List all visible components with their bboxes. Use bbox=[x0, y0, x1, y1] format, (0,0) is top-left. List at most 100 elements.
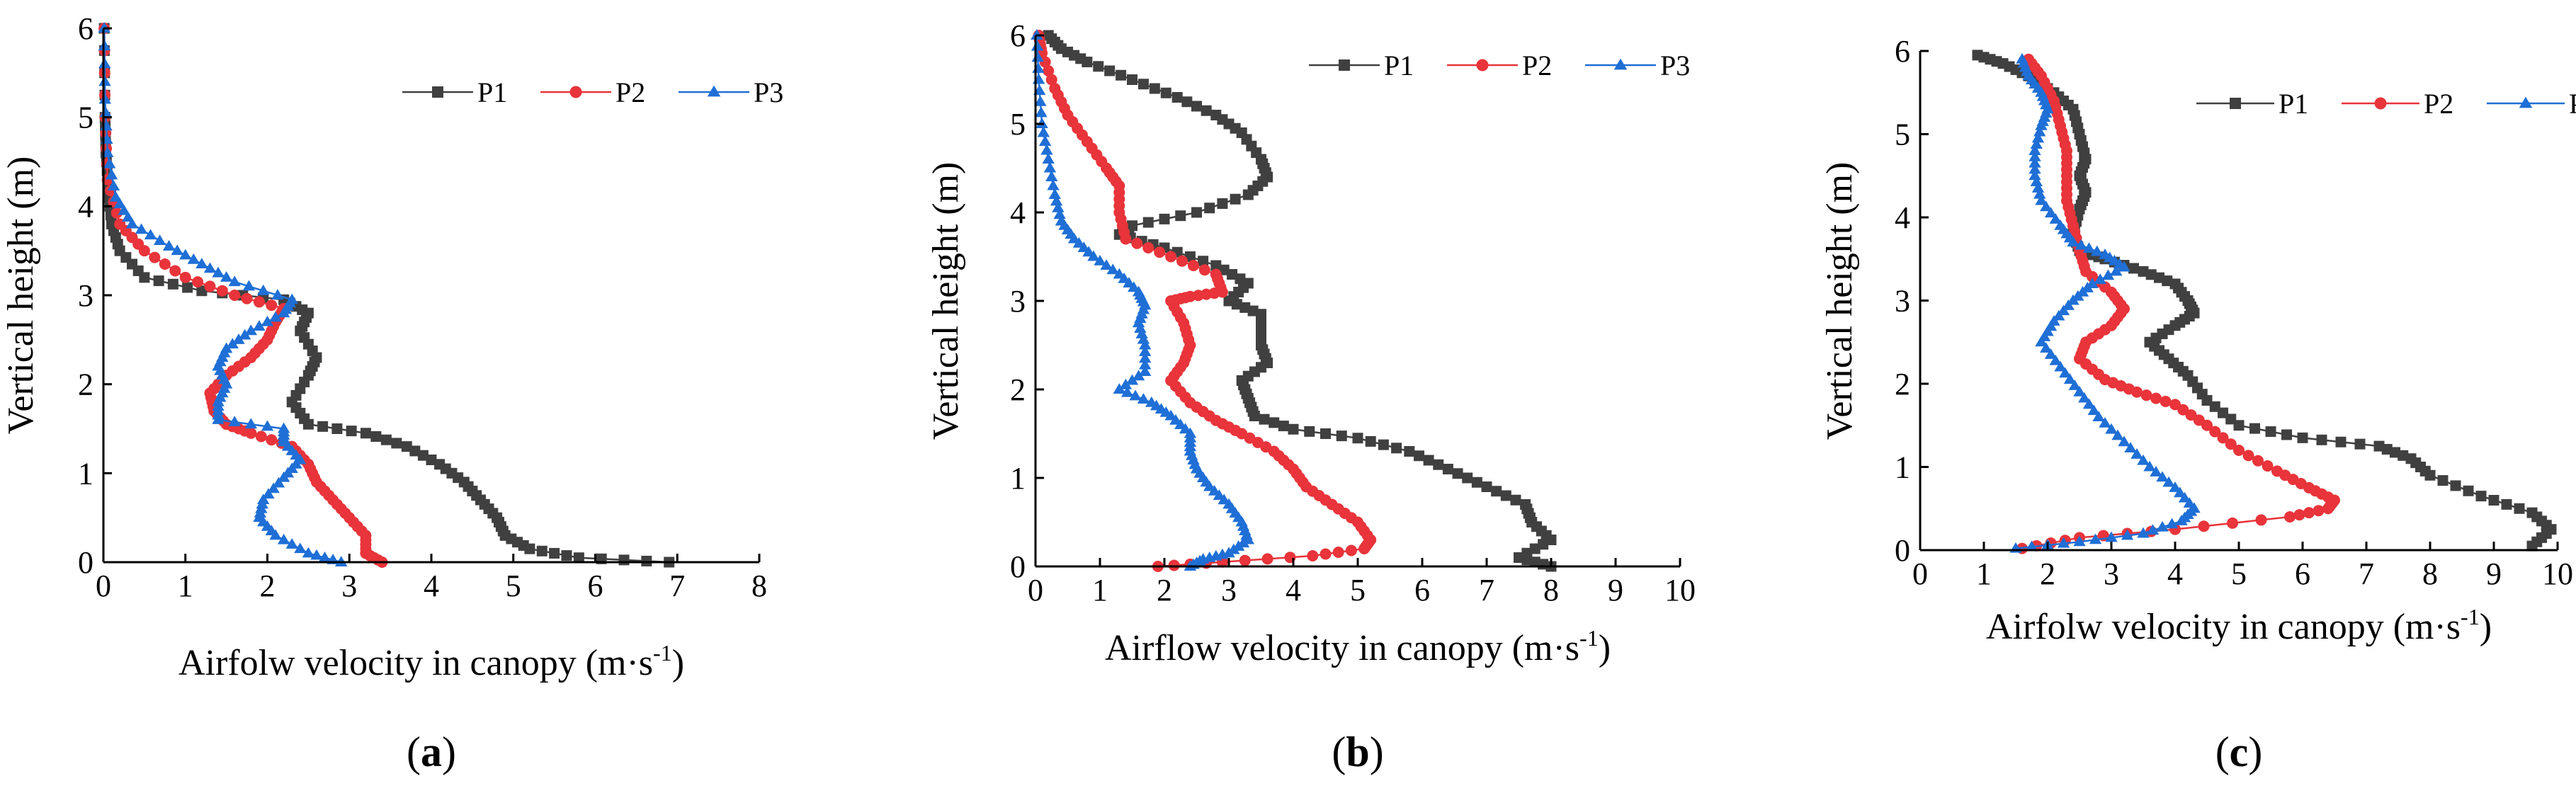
data-point bbox=[2040, 342, 2053, 353]
series-p3 bbox=[2009, 52, 2201, 553]
x-axis-label-superscript: -1 bbox=[1579, 625, 1599, 651]
x-tick-label: 8 bbox=[2422, 557, 2438, 591]
data-point bbox=[1135, 328, 1148, 338]
data-point bbox=[1094, 254, 1106, 266]
data-point bbox=[162, 240, 176, 251]
x-axis-label: Airflow velocity in canopy (m·s-1) bbox=[1105, 625, 1611, 668]
panel-letter: b bbox=[1346, 729, 1369, 775]
data-point bbox=[2029, 169, 2041, 181]
data-point bbox=[2057, 537, 2070, 548]
data-point bbox=[1198, 264, 1210, 276]
data-point bbox=[2091, 245, 2104, 256]
data-point bbox=[1137, 393, 1150, 404]
data-point bbox=[1191, 207, 1202, 218]
y-tick-label: 5 bbox=[1895, 118, 1910, 152]
panel-label: (a) bbox=[407, 729, 456, 775]
data-point bbox=[1116, 69, 1127, 81]
data-point bbox=[2262, 460, 2274, 472]
data-point bbox=[226, 338, 239, 349]
data-point bbox=[1176, 255, 1188, 267]
x-tick-label: 4 bbox=[424, 569, 439, 603]
x-axis-label-text: Airfolw velocity in canopy (m·s bbox=[1986, 607, 2461, 647]
legend-label: P3 bbox=[2569, 88, 2576, 120]
data-point bbox=[2335, 436, 2347, 447]
data-point bbox=[277, 422, 290, 433]
y-tick-label: 2 bbox=[78, 367, 93, 402]
legend-item-p1: P1 bbox=[2196, 88, 2308, 120]
data-point bbox=[1139, 365, 1152, 376]
data-point bbox=[536, 545, 547, 557]
data-point bbox=[1491, 486, 1502, 497]
x-axis-label: Airfolw velocity in canopy (m·s-1) bbox=[1986, 604, 2492, 647]
data-point bbox=[144, 229, 157, 240]
data-point bbox=[98, 93, 112, 104]
data-point bbox=[1278, 421, 1289, 432]
series-p1 bbox=[1972, 50, 2557, 552]
legend-marker bbox=[569, 86, 582, 98]
data-point bbox=[549, 547, 560, 559]
x-tick-label: 3 bbox=[2104, 557, 2119, 591]
data-point bbox=[1514, 552, 1524, 563]
data-point bbox=[2303, 507, 2315, 519]
data-point bbox=[220, 271, 233, 282]
data-point bbox=[380, 434, 392, 445]
data-point bbox=[2160, 395, 2172, 407]
data-point bbox=[2073, 385, 2086, 396]
data-point bbox=[1043, 30, 1054, 41]
x-axis-label-superscript: -1 bbox=[653, 640, 672, 666]
data-point bbox=[1520, 499, 1531, 510]
y-axis-label: Vertical height (m) bbox=[1, 156, 41, 435]
data-point bbox=[1149, 83, 1160, 94]
data-point bbox=[1127, 74, 1137, 85]
y-tick-label: 3 bbox=[1010, 284, 1026, 319]
data-point bbox=[1181, 96, 1193, 108]
data-point bbox=[1038, 135, 1052, 146]
data-point bbox=[1139, 352, 1152, 363]
x-tick-label: 5 bbox=[506, 569, 521, 603]
x-axis-label-text: Airflow velocity in canopy (m·s bbox=[1105, 628, 1579, 668]
legend-label: P3 bbox=[754, 76, 783, 108]
data-point bbox=[2099, 416, 2111, 428]
data-point bbox=[2049, 354, 2062, 365]
data-point bbox=[1100, 259, 1113, 270]
data-point bbox=[2514, 503, 2525, 514]
y-tick-label: 3 bbox=[78, 278, 93, 313]
x-tick-label: 2 bbox=[1157, 573, 1172, 607]
data-point bbox=[2030, 138, 2043, 149]
data-point bbox=[2284, 511, 2296, 523]
data-point bbox=[1210, 260, 1222, 271]
series-line bbox=[103, 28, 669, 564]
data-point bbox=[2029, 150, 2041, 161]
data-point bbox=[103, 157, 116, 169]
series-p1 bbox=[98, 23, 675, 568]
data-point bbox=[229, 290, 241, 301]
data-point bbox=[2437, 475, 2449, 486]
x-tick-label: 5 bbox=[2231, 557, 2247, 591]
panel-letter: c bbox=[2230, 729, 2249, 775]
data-point bbox=[196, 285, 208, 297]
data-point bbox=[171, 244, 183, 256]
data-point bbox=[1442, 464, 1453, 474]
data-point bbox=[2526, 507, 2538, 518]
legend-label: P1 bbox=[1384, 50, 1414, 81]
data-point bbox=[113, 198, 126, 209]
data-point bbox=[266, 299, 278, 312]
data-point bbox=[255, 430, 267, 443]
data-point bbox=[2082, 242, 2096, 253]
data-point bbox=[1529, 543, 1541, 554]
data-point bbox=[618, 554, 630, 566]
data-point bbox=[1113, 383, 1125, 394]
plot-area: 0 1 2 3 4 5 6 7 8 9 10 0 1 2 3 4 5 6 bbox=[1010, 18, 1696, 607]
data-point bbox=[1521, 547, 1533, 559]
data-point bbox=[2111, 429, 2124, 440]
data-point bbox=[2225, 438, 2237, 450]
data-point bbox=[426, 454, 437, 465]
data-point bbox=[2031, 182, 2045, 193]
x-tick-label: 4 bbox=[1286, 573, 1301, 607]
x-tick-label: 6 bbox=[588, 569, 603, 603]
data-point bbox=[2101, 269, 2115, 280]
legend-item-p3: P3 bbox=[1585, 50, 1690, 81]
data-point bbox=[1035, 106, 1048, 118]
data-point bbox=[261, 315, 274, 326]
